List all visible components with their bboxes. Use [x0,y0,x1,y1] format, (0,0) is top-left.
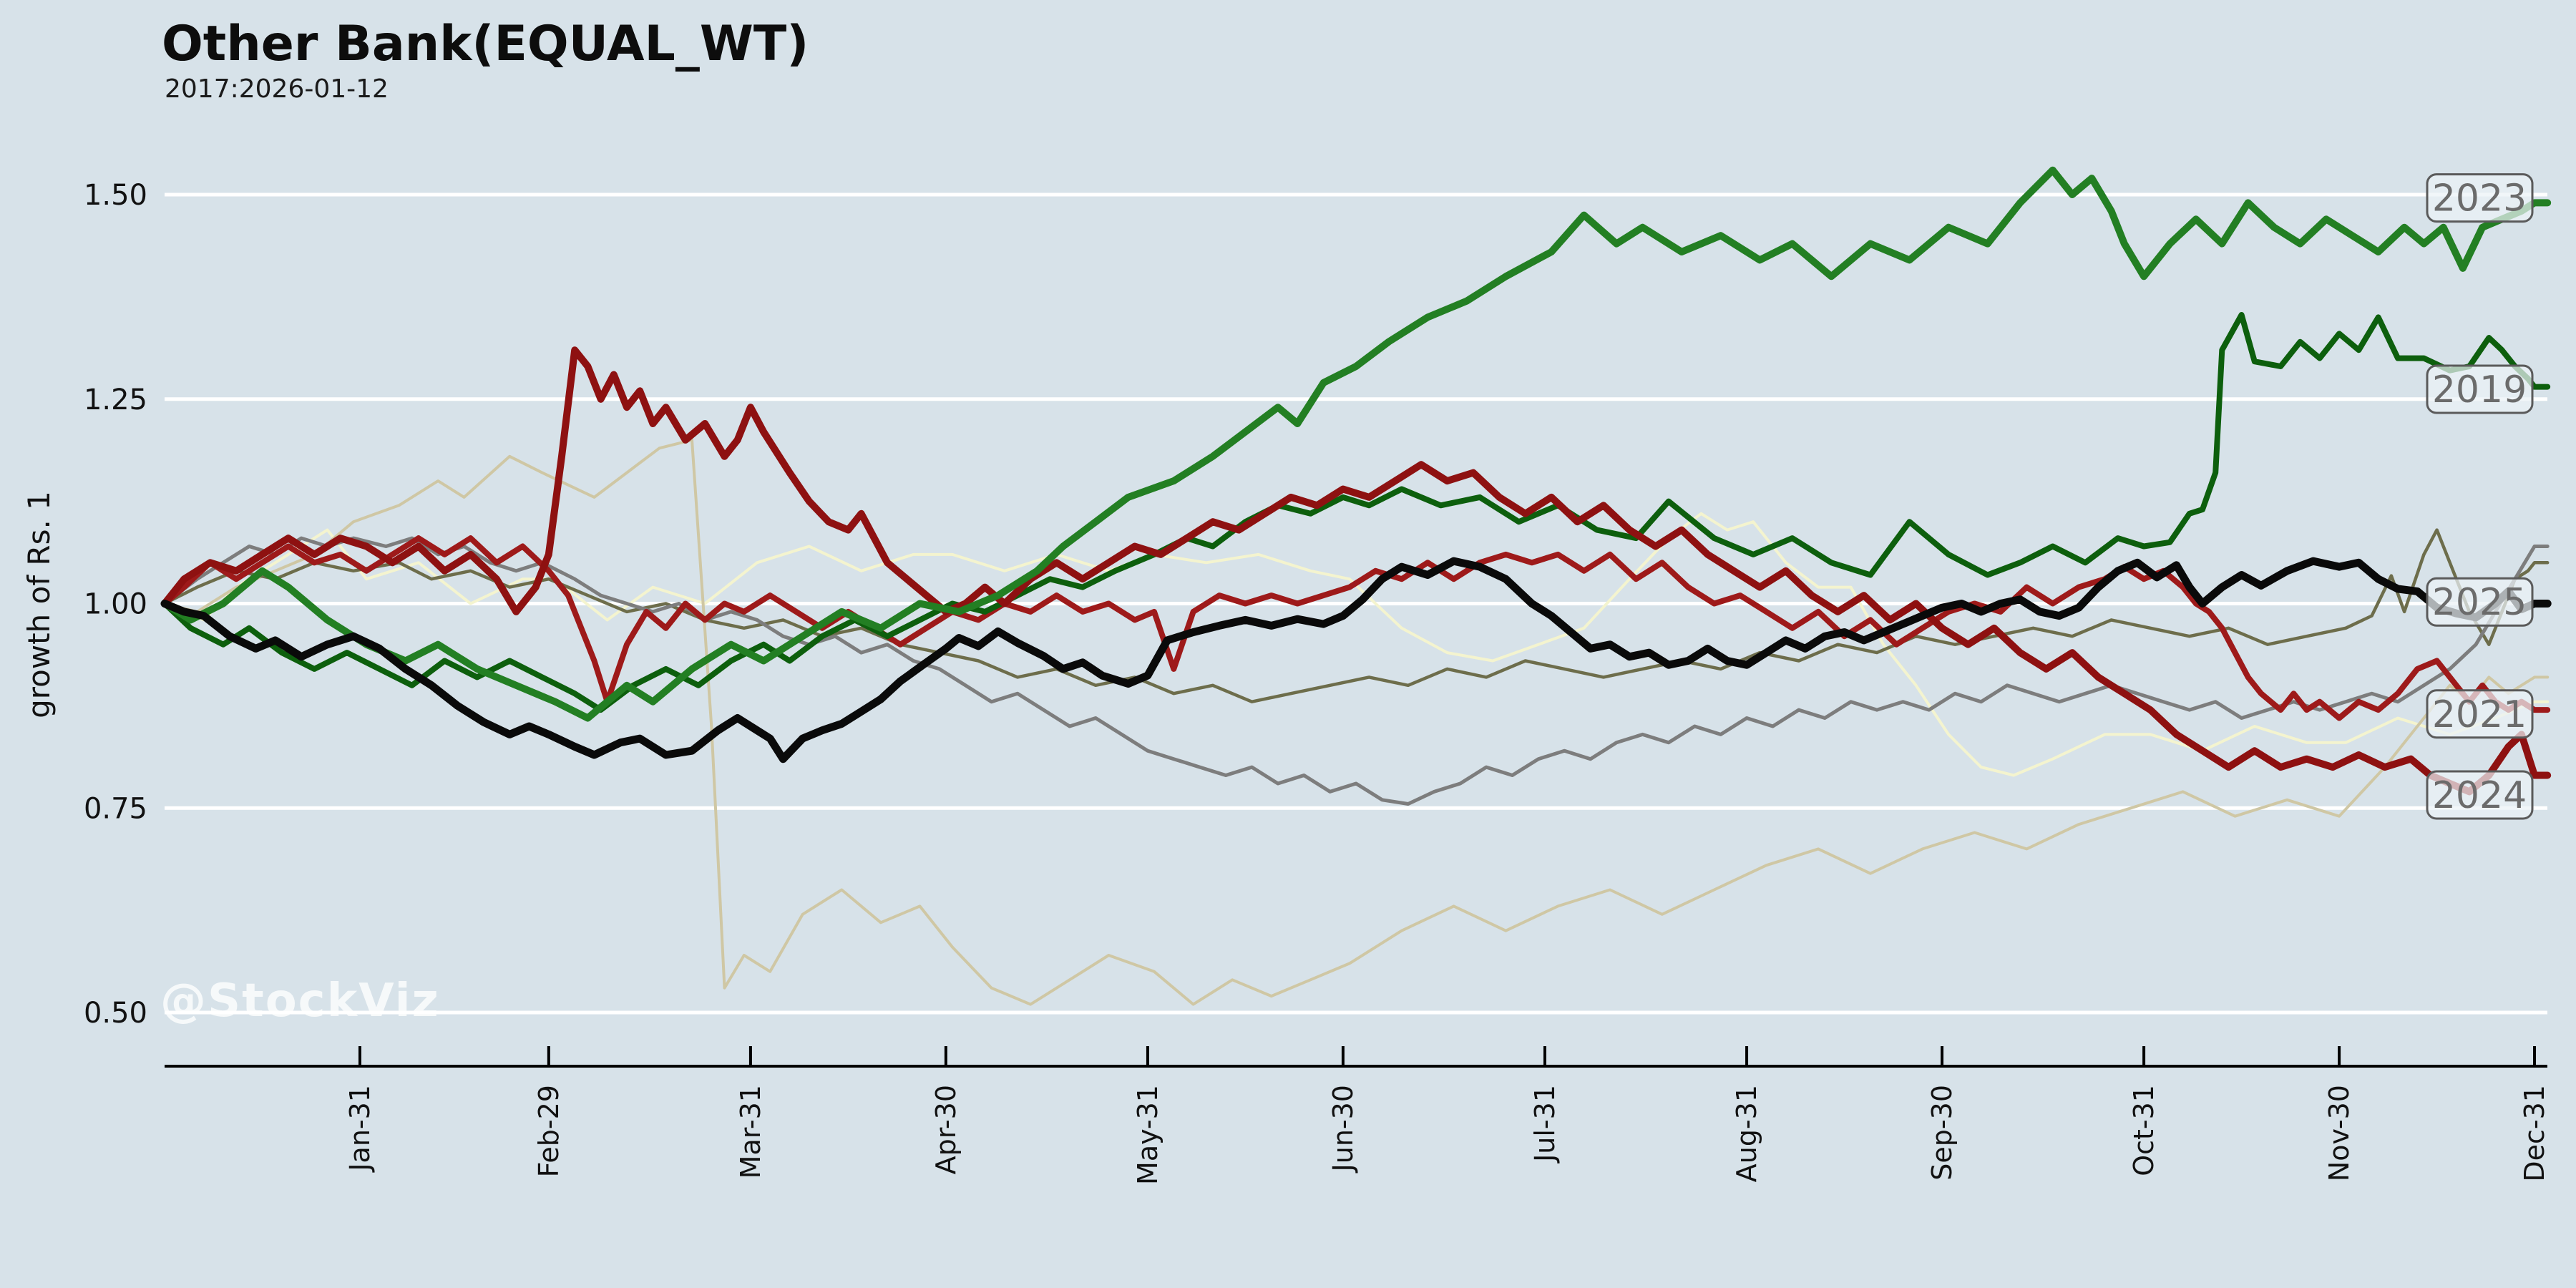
y-tick-label: 1.25 [84,384,147,416]
end-label-box-2021 [2426,689,2534,739]
watermark: @StockViz [160,975,440,1028]
x-tick-label: Apr-30 [930,1085,962,1174]
x-axis: Jan-31 Feb-29 Mar-31 Apr-30 May-31 Jun-30 Jul-… [165,1046,2550,1185]
end-label-box-2019 [2426,364,2534,414]
y-tick-label: 1.50 [84,179,147,212]
page-subtitle: 2017:2026-01-12 [165,74,389,104]
series-line-2019 [162,312,2551,713]
y-tick-label: 1.00 [84,588,147,621]
x-tick-label: Aug-31 [1731,1085,1762,1182]
x-tick-label: Feb-29 [533,1085,565,1177]
x-tick-label: Dec-31 [2519,1085,2550,1182]
end-label-text-2025: 2025 [2432,581,2527,624]
end-label-box-2024 [2426,770,2534,820]
y-tick-label: 0.75 [84,792,147,825]
end-label-text-2021: 2021 [2432,693,2527,736]
x-tick-label: May-31 [1132,1085,1163,1185]
series-line-unlabeled-cream [163,512,2550,777]
series-line-2024 [161,346,2552,796]
series-line-2023 [161,166,2552,722]
series-line-unlabeled-olive [162,528,2550,703]
line-end-labels: 2023 2019 2025 2021 2024 [2426,173,2534,820]
x-tick-label: Jun-30 [1327,1085,1359,1173]
y-tick-label: 0.50 [84,997,147,1030]
y-tick-labels: 0.50 0.75 1.00 1.25 1.50 [84,179,147,1030]
x-tick-label: Oct-31 [2128,1085,2160,1176]
page-title: Other Bank(EQUAL_WT) [162,16,809,72]
series-line-unlabeled-gray [162,536,2550,806]
end-label-text-2019: 2019 [2432,369,2527,411]
end-label-box-2023 [2426,173,2534,223]
series-line-2025 [160,557,2552,763]
end-label-box-2025 [2426,577,2534,627]
x-tick-label: Nov-30 [2323,1085,2355,1181]
x-tick-label: Sep-30 [1926,1085,1958,1181]
gridlines [165,192,2547,1015]
series-lines [160,166,2552,1006]
end-label-text-2024: 2024 [2432,774,2527,817]
x-tick-label: Jul-31 [1529,1085,1561,1163]
series-line-unlabeled-tan [163,438,2550,1006]
x-tick-label: Jan-31 [344,1085,376,1173]
end-label-text-2023: 2023 [2432,177,2527,220]
x-tick-label: Mar-31 [735,1085,766,1179]
